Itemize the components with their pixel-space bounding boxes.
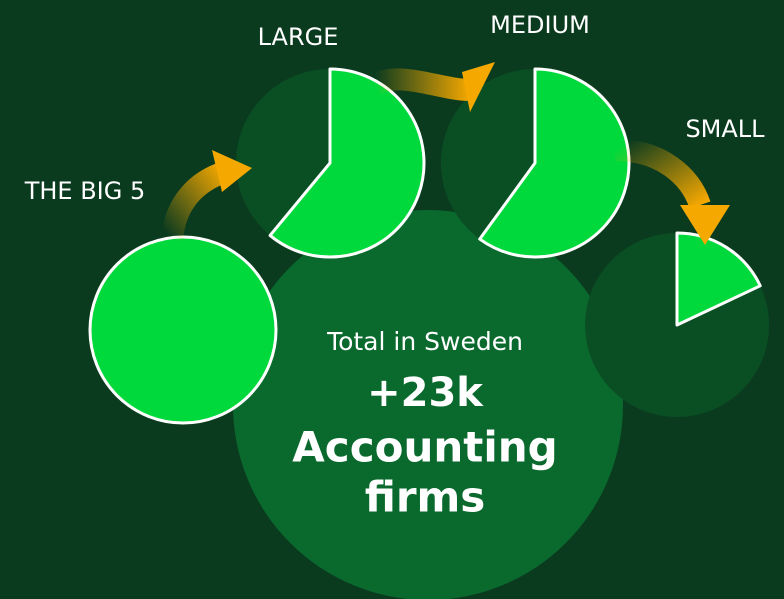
arrow-head	[212, 150, 252, 192]
node-label: LARGE	[258, 23, 339, 51]
pie-slice	[478, 67, 631, 259]
arrow	[614, 139, 711, 210]
arrow-head	[680, 205, 730, 245]
center-text: Accounting	[292, 423, 557, 472]
pie-slice	[88, 235, 278, 425]
pie-slice	[675, 231, 762, 327]
node-label: SMALL	[685, 115, 765, 143]
arrow-head	[462, 62, 495, 112]
pies	[88, 67, 769, 425]
center-text: firms	[365, 473, 486, 522]
center-subtitle: Total in Sweden	[326, 327, 523, 356]
center-circle	[233, 210, 623, 599]
arrow	[161, 161, 229, 242]
arrow	[369, 68, 471, 101]
node-label: MEDIUM	[490, 11, 590, 39]
center-value: +23k	[367, 370, 484, 416]
node-label: THE BIG 5	[24, 177, 146, 205]
